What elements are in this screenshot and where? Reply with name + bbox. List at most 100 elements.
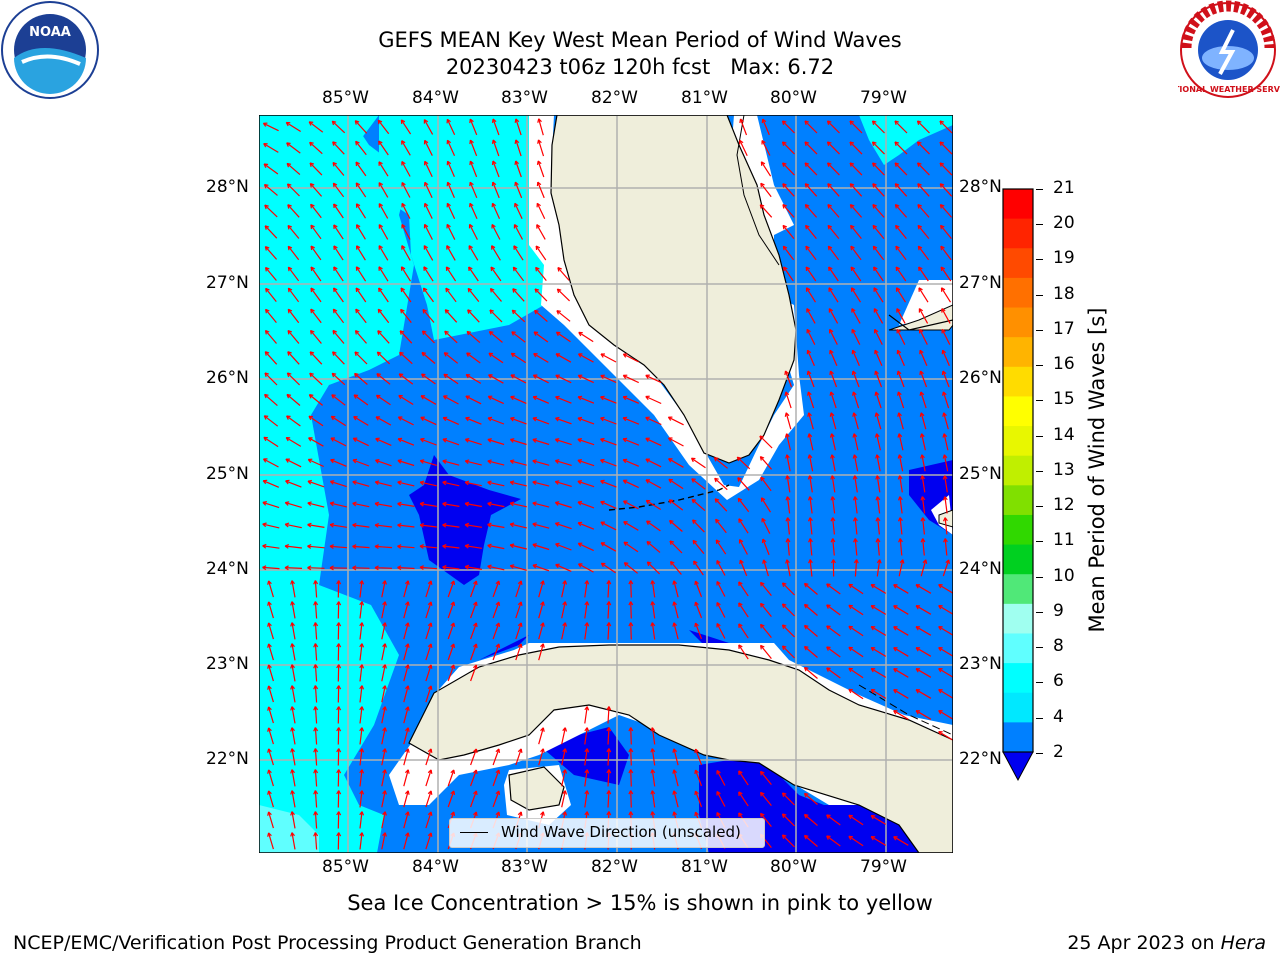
wind-wave-arrow — [356, 224, 366, 240]
wind-wave-arrow — [555, 501, 572, 509]
colorbar-band — [1003, 189, 1033, 220]
wind-wave-arrow — [353, 394, 369, 406]
wind-wave-arrow — [584, 748, 588, 766]
wind-wave-arrowhead — [899, 559, 904, 564]
wind-wave-arrowhead — [852, 517, 856, 522]
colorbar-tick-mark — [1036, 400, 1043, 401]
wind-wave-arrowhead — [781, 120, 785, 125]
wind-wave-arrow — [919, 329, 928, 345]
wind-wave-arrowhead — [427, 664, 432, 669]
wind-wave-arrowhead — [782, 225, 785, 230]
wind-wave-arrowhead — [606, 769, 610, 774]
wind-wave-arrow — [286, 162, 301, 176]
wind-wave-arrowhead — [330, 416, 334, 421]
colorbar-band — [1003, 337, 1033, 368]
wind-wave-arrow — [314, 622, 318, 640]
wind-wave-arrow — [714, 457, 728, 469]
wind-wave-arrowhead — [850, 246, 853, 251]
wind-wave-arrow — [291, 622, 296, 640]
wind-wave-arrow — [872, 141, 885, 155]
wind-wave-arrow — [425, 580, 432, 598]
wind-wave-arrowhead — [534, 310, 537, 315]
wind-wave-arrow — [536, 224, 546, 240]
wind-wave-arrowhead — [759, 435, 762, 441]
wind-wave-arrow — [492, 748, 500, 766]
wind-wave-arrow — [759, 435, 773, 449]
wind-wave-arrow — [359, 832, 363, 850]
wind-wave-arrow — [804, 583, 818, 595]
wind-wave-arrow — [651, 601, 656, 619]
wind-wave-arrowhead — [827, 246, 830, 251]
wind-wave-arrow — [850, 245, 862, 261]
wind-wave-arrow — [848, 814, 864, 826]
wind-wave-arrow — [307, 480, 325, 488]
wind-wave-arrowhead — [517, 622, 522, 627]
wind-wave-arrowhead — [354, 120, 357, 125]
wind-wave-arrow — [646, 541, 661, 553]
wind-wave-arrowhead — [495, 790, 500, 795]
wind-wave-arrow — [397, 524, 415, 528]
wind-wave-arrowhead — [871, 120, 875, 125]
wind-wave-arrow — [607, 769, 610, 787]
wind-wave-arrowhead — [466, 352, 469, 357]
lat-label-right: 22°N — [959, 749, 1002, 769]
wind-wave-arrow — [398, 416, 414, 426]
wind-wave-arrowhead — [466, 331, 470, 336]
wind-wave-arrowhead — [487, 524, 492, 528]
wind-wave-arrowhead — [354, 373, 357, 378]
wind-wave-arrowhead — [781, 813, 785, 818]
wind-wave-arrowhead — [374, 545, 379, 550]
colorbar-tick-label: 14 — [1053, 425, 1075, 445]
wind-wave-arrowhead — [509, 523, 514, 528]
wind-wave-arrowhead — [554, 460, 559, 464]
colorbar-tick-label: 17 — [1053, 319, 1075, 339]
wind-wave-arrowhead — [532, 502, 537, 507]
wind-wave-arrow — [425, 811, 432, 829]
wind-wave-arrowhead — [376, 351, 380, 357]
wind-wave-arrow — [314, 685, 318, 703]
wind-wave-arrowhead — [848, 668, 852, 673]
wind-wave-arrow — [694, 580, 703, 598]
ocean-field-cyan-west — [259, 115, 414, 853]
wind-wave-arrow — [738, 791, 749, 807]
wind-wave-arrowhead — [584, 790, 588, 795]
wind-wave-arrow — [577, 459, 595, 467]
wind-wave-arrow — [917, 183, 930, 197]
wind-wave-arrow — [760, 182, 772, 198]
map-panel — [259, 115, 953, 853]
wind-wave-arrowhead — [917, 225, 920, 230]
wind-wave-arrow — [492, 790, 500, 808]
wind-wave-arrowhead — [404, 769, 409, 774]
wind-wave-arrow — [738, 518, 749, 534]
wind-wave-arrow — [265, 267, 277, 281]
wind-wave-arrowhead — [464, 545, 469, 549]
wind-wave-arrowhead — [897, 433, 900, 438]
wind-wave-arrowhead — [600, 417, 604, 422]
wind-wave-arrowhead — [495, 643, 500, 648]
wind-wave-arrow — [630, 601, 632, 619]
wind-wave-arrowhead — [893, 836, 897, 841]
wind-wave-arrow — [852, 370, 860, 388]
wind-wave-arrowhead — [830, 538, 834, 543]
wind-wave-arrowhead — [382, 643, 386, 648]
wind-wave-arrowhead — [313, 622, 316, 627]
wind-wave-arrowhead — [509, 544, 514, 549]
wind-wave-arrow — [532, 438, 550, 446]
wind-wave-arrow — [938, 668, 953, 678]
wind-wave-arrowhead — [382, 748, 386, 753]
wind-wave-arrowhead — [650, 601, 653, 606]
wind-wave-arrowhead — [464, 438, 469, 443]
wind-wave-arrowhead — [896, 370, 899, 376]
wind-wave-arrowhead — [600, 521, 604, 526]
wind-wave-arrowhead — [399, 352, 402, 357]
wind-wave-arrow — [403, 811, 409, 829]
wind-wave-arrowhead — [870, 647, 874, 652]
wind-wave-arrowhead — [442, 503, 447, 507]
wind-wave-arrow — [555, 396, 572, 404]
wind-wave-arrow — [314, 643, 318, 661]
wind-wave-arrowhead — [419, 545, 424, 549]
wind-wave-arrowhead — [760, 645, 762, 650]
wind-wave-arrow — [268, 727, 274, 745]
wind-wave-arrowhead — [352, 502, 357, 507]
wind-wave-arrow — [938, 710, 953, 720]
